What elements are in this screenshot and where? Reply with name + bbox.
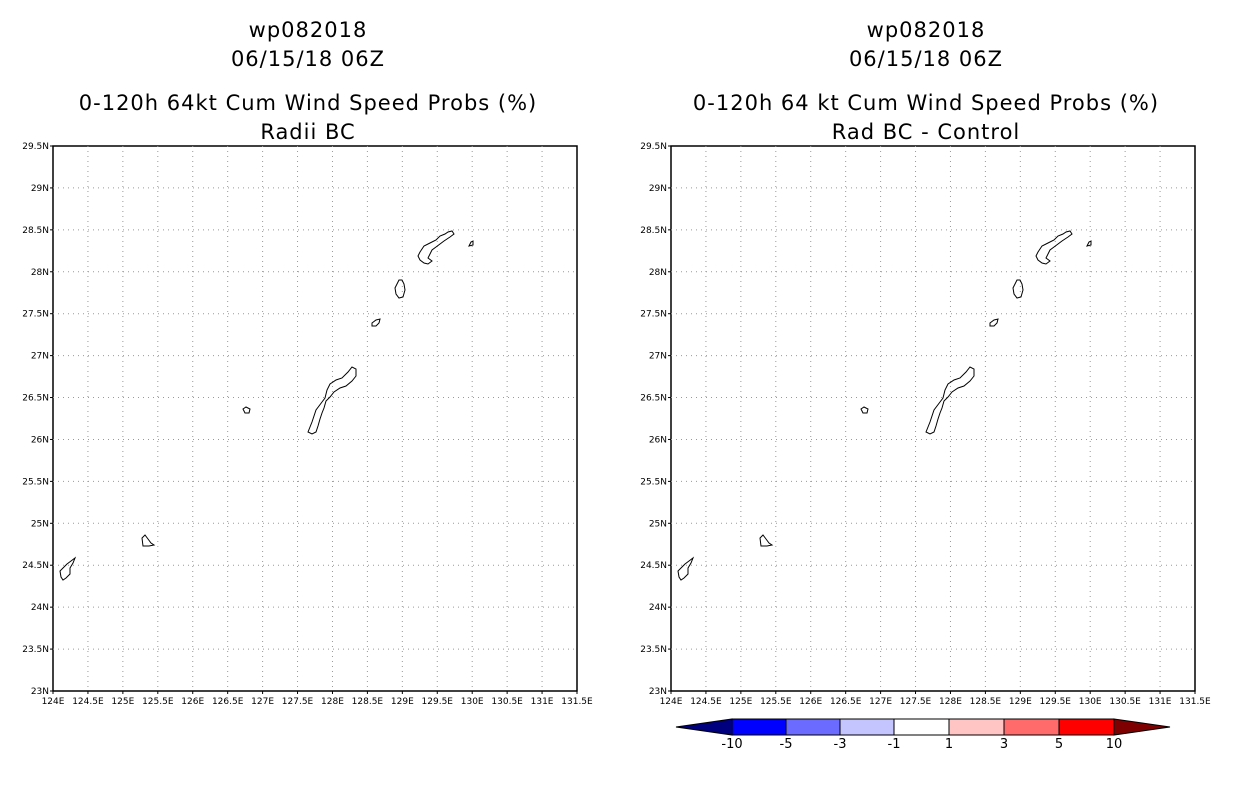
colorbar-swatch bbox=[893, 718, 950, 736]
lon-tick-label: 124.5E bbox=[72, 697, 104, 707]
lat-tick-label: 29N bbox=[649, 184, 667, 194]
lat-tick-label: 27N bbox=[31, 352, 49, 362]
right-title-datetime: 06/15/18 06Z bbox=[848, 47, 1004, 71]
lat-tick-label: 23.5N bbox=[640, 645, 667, 655]
lon-tick-label: 127E bbox=[869, 697, 892, 707]
lat-tick-label: 27.5N bbox=[22, 310, 49, 320]
lon-tick-label: 127.5E bbox=[282, 697, 314, 707]
right-title-product: 0-120h 64 kt Cum Wind Speed Probs (%) bbox=[692, 91, 1160, 115]
colorbar-label: -10 bbox=[721, 737, 742, 752]
lat-tick-label: 28.5N bbox=[22, 226, 49, 236]
left-title-subtitle: Radii BC bbox=[260, 120, 356, 144]
right-map-frame bbox=[670, 145, 1196, 692]
left-title-product: 0-120h 64kt Cum Wind Speed Probs (%) bbox=[78, 91, 538, 115]
lat-tick-label: 26N bbox=[649, 435, 667, 445]
lat-tick-label: 27.5N bbox=[640, 310, 667, 320]
lon-tick-label: 127E bbox=[251, 697, 274, 707]
right-title-storm-id: wp082018 bbox=[866, 18, 986, 42]
right-gridlines bbox=[671, 146, 1195, 691]
colorbar-label: -5 bbox=[780, 737, 793, 752]
lon-tick-label: 124E bbox=[660, 697, 683, 707]
lat-tick-label: 24.5N bbox=[22, 561, 49, 571]
lon-tick-label: 130E bbox=[461, 697, 484, 707]
lon-tick-label: 125.5E bbox=[142, 697, 174, 707]
lon-tick-label: 131E bbox=[531, 697, 554, 707]
lat-tick-label: 26.5N bbox=[22, 394, 49, 404]
lon-tick-label: 131.5E bbox=[1179, 697, 1211, 707]
lon-tick-label: 130E bbox=[1079, 697, 1102, 707]
left-map-panel: 29.5N 29N 28.5N 28N 27.5N 27N 26.5N 26N 25.5N 25N… bbox=[22, 142, 593, 707]
lon-tick-label: 130.5E bbox=[491, 697, 523, 707]
colorbar-swatch bbox=[839, 718, 895, 736]
lat-tick-label: 23N bbox=[649, 687, 667, 697]
colorbar-swatch bbox=[785, 718, 841, 736]
lon-tick-label: 129.5E bbox=[422, 697, 454, 707]
lon-tick-label: 126.5E bbox=[212, 697, 244, 707]
lat-tick-label: 24N bbox=[31, 603, 49, 613]
lon-tick-label: 129E bbox=[391, 697, 414, 707]
lat-tick-label: 25N bbox=[31, 519, 49, 529]
lat-tick-label: 24N bbox=[649, 603, 667, 613]
left-gridlines bbox=[53, 146, 577, 691]
colorbar: -10 -5 -3 -1 1 3 5 10 bbox=[675, 718, 1171, 752]
lon-tick-label: 131E bbox=[1149, 697, 1172, 707]
colorbar-swatch bbox=[1003, 718, 1060, 736]
colorbar-swatch bbox=[948, 718, 1005, 736]
lat-tick-label: 25N bbox=[649, 519, 667, 529]
right-lon-labels: 124E 124.5E 125E 125.5E 126E 126.5E 127E 127.5E… bbox=[660, 691, 1211, 707]
colorbar-swatch bbox=[1058, 718, 1115, 736]
colorbar-swatch bbox=[675, 718, 733, 736]
right-title-subtitle: Rad BC - Control bbox=[831, 120, 1021, 144]
left-lat-labels: 29.5N 29N 28.5N 28N 27.5N 27N 26.5N 26N 25.5N 25N… bbox=[22, 142, 53, 697]
lon-tick-label: 129.5E bbox=[1040, 697, 1072, 707]
colorbar-label: 5 bbox=[1055, 737, 1063, 752]
lat-tick-label: 26.5N bbox=[640, 394, 667, 404]
lat-tick-label: 26N bbox=[31, 435, 49, 445]
left-title-datetime: 06/15/18 06Z bbox=[230, 47, 386, 71]
lon-tick-label: 127.5E bbox=[900, 697, 932, 707]
lon-tick-label: 129E bbox=[1009, 697, 1032, 707]
lon-tick-label: 125.5E bbox=[760, 697, 792, 707]
lon-tick-label: 126.5E bbox=[830, 697, 862, 707]
colorbar-label: 10 bbox=[1106, 737, 1123, 752]
right-map-panel: 29.5N 29N 28.5N 28N 27.5N 27N 26.5N 26N 25.5N 25N… bbox=[640, 142, 1211, 707]
lon-tick-label: 125E bbox=[111, 697, 134, 707]
lon-tick-label: 128.5E bbox=[970, 697, 1002, 707]
left-lon-labels: 124E 124.5E 125E 125.5E 126E 126.5E 127E 127.5E… bbox=[42, 691, 593, 707]
lon-tick-label: 124E bbox=[42, 697, 65, 707]
lon-tick-label: 124.5E bbox=[690, 697, 722, 707]
lat-tick-label: 25.5N bbox=[22, 477, 49, 487]
lon-tick-label: 128E bbox=[321, 697, 344, 707]
colorbar-swatch bbox=[731, 718, 787, 736]
lon-tick-label: 126E bbox=[181, 697, 204, 707]
lon-tick-label: 128.5E bbox=[352, 697, 384, 707]
lat-tick-label: 23N bbox=[31, 687, 49, 697]
lat-tick-label: 27N bbox=[649, 352, 667, 362]
lat-tick-label: 28N bbox=[31, 268, 49, 278]
lat-tick-label: 24.5N bbox=[640, 561, 667, 571]
colorbar-label: -1 bbox=[888, 737, 901, 752]
lat-tick-label: 29.5N bbox=[640, 142, 667, 152]
lon-tick-label: 126E bbox=[799, 697, 822, 707]
lat-tick-label: 29N bbox=[31, 184, 49, 194]
lat-tick-label: 23.5N bbox=[22, 645, 49, 655]
colorbar-label: 1 bbox=[945, 737, 953, 752]
lat-tick-label: 28.5N bbox=[640, 226, 667, 236]
right-lat-labels: 29.5N 29N 28.5N 28N 27.5N 27N 26.5N 26N 25.5N 25N… bbox=[640, 142, 671, 697]
left-title-storm-id: wp082018 bbox=[248, 18, 368, 42]
lon-tick-label: 130.5E bbox=[1109, 697, 1141, 707]
lon-tick-label: 131.5E bbox=[561, 697, 593, 707]
colorbar-label: 3 bbox=[1000, 737, 1008, 752]
colorbar-swatch bbox=[1113, 718, 1171, 736]
lon-tick-label: 128E bbox=[939, 697, 962, 707]
lat-tick-label: 28N bbox=[649, 268, 667, 278]
lon-tick-label: 125E bbox=[729, 697, 752, 707]
lat-tick-label: 25.5N bbox=[640, 477, 667, 487]
lat-tick-label: 29.5N bbox=[22, 142, 49, 152]
colorbar-label: -3 bbox=[834, 737, 847, 752]
left-map-frame bbox=[52, 145, 578, 692]
